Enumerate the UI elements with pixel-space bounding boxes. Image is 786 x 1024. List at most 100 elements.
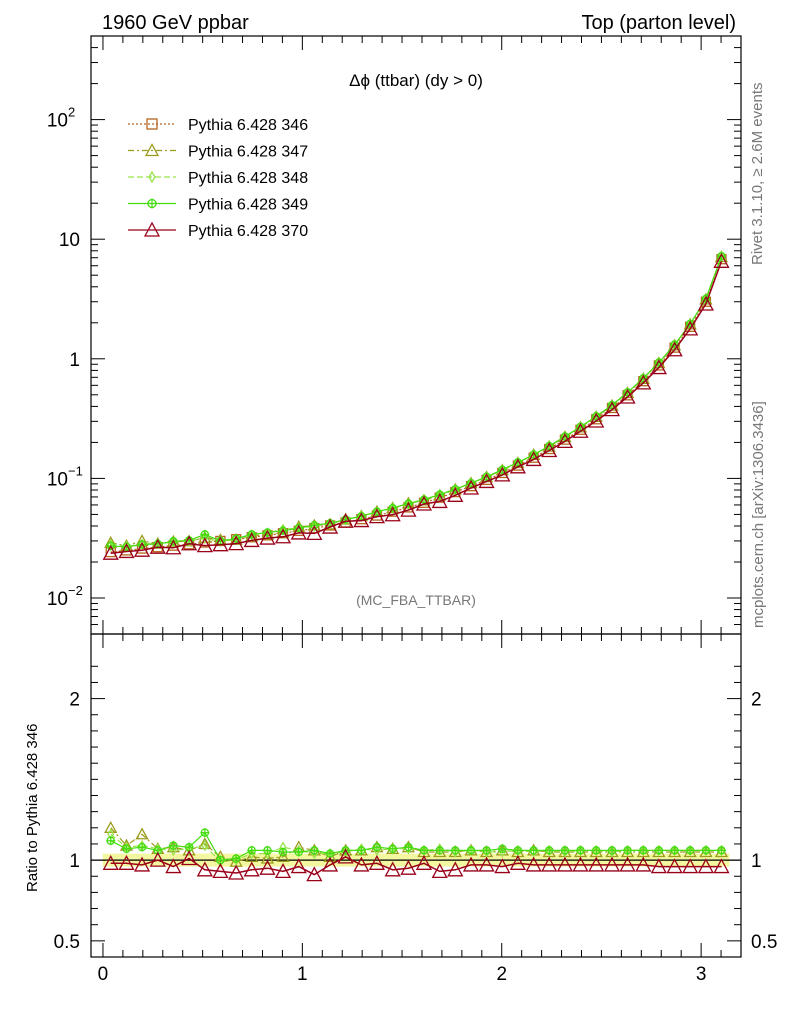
legend-label: Pythia 6.428 349 (188, 197, 308, 214)
ratio-point (102, 854, 119, 870)
header-left: 1960 GeV ppbar (102, 12, 249, 34)
ratio-xtick-label: 2 (496, 964, 507, 985)
ratio-point (588, 856, 605, 872)
main-ytick-label: 10 (47, 469, 68, 490)
ratio-point (666, 858, 683, 874)
ratio-point (260, 851, 275, 864)
ratio-point (245, 850, 259, 863)
data-point (181, 535, 198, 551)
ratio-axis-ticks: 0.5 0.5 1 1 2 2 0 1 2 3 (54, 634, 777, 985)
ratio-point (697, 858, 714, 874)
series-line (110, 255, 723, 548)
data-point (259, 529, 276, 545)
ratio-point (650, 858, 667, 874)
ratio-point (713, 858, 730, 874)
data-point (431, 493, 448, 509)
ratio-point (104, 820, 118, 833)
main-title: Δϕ (ttbar) (dy > 0) (349, 71, 483, 90)
data-point (149, 538, 166, 554)
ratio-point (447, 861, 464, 877)
header-right: Top (parton level) (581, 12, 736, 34)
ratio-point (248, 847, 256, 860)
main-ytick-label: 10 (59, 230, 80, 251)
legend: Pythia 6.428 346 Pythia 6.428 347 Pythia 6… (128, 117, 308, 240)
series-line (110, 261, 723, 554)
legend-label: Pythia 6.428 347 (188, 144, 308, 161)
ratio-point (498, 846, 506, 858)
ratio-uncertainty-band (91, 853, 741, 867)
main-ytick-label-exponent: −2 (68, 583, 83, 598)
ratio-ytick-label: 1 (69, 851, 80, 872)
ratio-point (165, 858, 182, 874)
data-point (321, 518, 339, 534)
ratio-point (368, 854, 386, 870)
series-line (110, 256, 723, 548)
ratio-point (243, 861, 260, 877)
ratio-ytick-label: 2 (69, 690, 80, 711)
ratio-series-3 (106, 828, 726, 865)
data-point (196, 537, 213, 553)
legend-label: Pythia 6.428 346 (188, 117, 308, 134)
ratio-xtick-label: 3 (696, 964, 707, 985)
ratio-ytick-label-right: 0.5 (751, 932, 777, 953)
ratio-point (290, 858, 307, 874)
data-point (415, 495, 433, 511)
ratio-line (110, 827, 722, 863)
ratio-line (110, 833, 722, 863)
legend-marker (146, 118, 158, 130)
data-point (603, 401, 621, 417)
data-point (588, 412, 605, 428)
data-point (243, 532, 260, 548)
ratio-point (384, 861, 401, 877)
data-point (133, 541, 151, 557)
data-point (384, 506, 401, 522)
main-series-layer (102, 250, 730, 560)
ratio-point (133, 856, 151, 872)
data-point (306, 525, 323, 541)
legend-marker (148, 170, 156, 184)
ratio-panel: 0.5 0.5 1 1 2 2 0 1 2 3 Ratio to Pythia 6.428 346 (24, 633, 777, 985)
series-3 (106, 251, 726, 552)
ratio-point (310, 847, 318, 860)
ratio-xtick-label: 1 (297, 964, 308, 985)
data-point (635, 374, 652, 390)
data-point (462, 479, 480, 495)
ratio-ytick-label-right: 2 (751, 690, 762, 711)
ratio-point (525, 856, 542, 872)
legend-label: Pythia 6.428 370 (188, 223, 308, 240)
ratio-point (462, 856, 480, 872)
data-point (228, 535, 245, 551)
data-point (478, 473, 495, 489)
ratio-point (635, 856, 652, 872)
ratio-ylabel: Ratio to Pythia 6.428 346 (24, 724, 41, 892)
data-point (353, 512, 370, 528)
data-point (619, 388, 636, 404)
mcplots-text: mcplots.cern.ch [arXiv:1306.3436] (750, 401, 767, 628)
ratio-point (619, 856, 636, 872)
ratio-point (572, 856, 589, 872)
series-0 (105, 254, 727, 558)
ratio-ytick-label-right: 1 (751, 851, 762, 872)
ratio-point (415, 854, 433, 870)
data-point (494, 466, 511, 482)
ratio-point (135, 827, 149, 840)
ratio-point (263, 847, 271, 860)
ratio-point (495, 843, 509, 856)
ratio-point (149, 851, 166, 867)
data-point (718, 250, 725, 263)
ratio-ytick-label: 0.5 (54, 932, 80, 953)
data-point (541, 442, 558, 458)
data-point (713, 252, 730, 268)
ratio-point (259, 859, 276, 875)
series-line (110, 258, 723, 553)
ratio-point (228, 864, 245, 880)
legend-marker (143, 221, 161, 237)
ratio-point (181, 850, 198, 866)
ratio-point (274, 863, 292, 879)
data-point (368, 508, 386, 524)
rivet-version-text: Rivet 3.1.10, ≥ 2.6M events (749, 83, 766, 266)
data-point (572, 422, 589, 438)
series-4 (102, 252, 730, 560)
ratio-point (118, 854, 135, 870)
data-point (290, 524, 307, 540)
